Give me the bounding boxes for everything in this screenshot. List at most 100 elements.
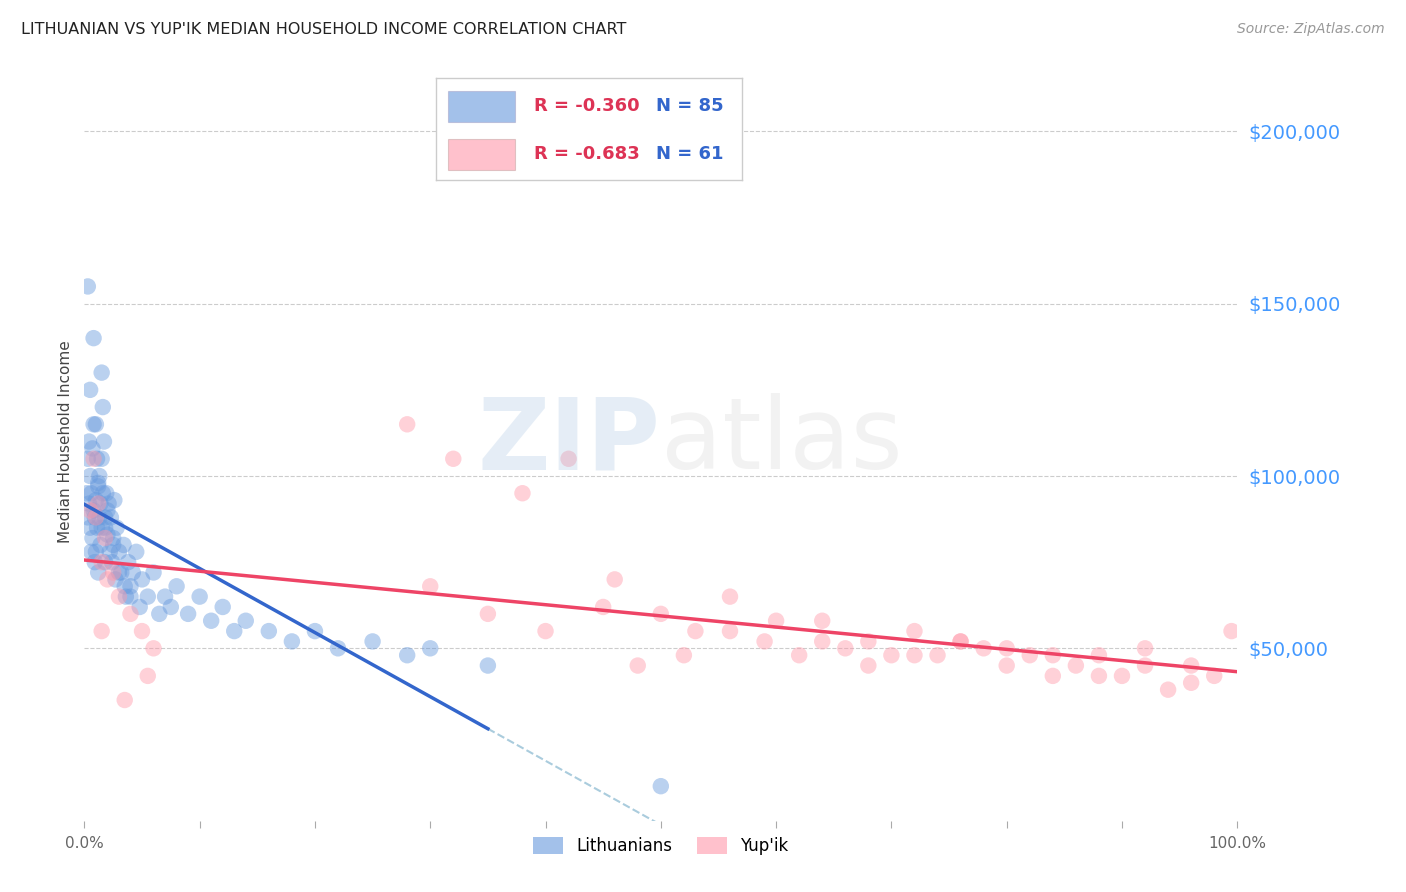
- Point: [477, 658, 499, 673]
- Point: [1018, 648, 1040, 663]
- Point: [83, 555, 105, 569]
- Point: [89, 510, 111, 524]
- Point: [79, 383, 101, 397]
- Text: atlas: atlas: [661, 393, 903, 490]
- Point: [131, 573, 153, 587]
- Point: [83, 331, 105, 345]
- Point: [235, 614, 257, 628]
- Point: [257, 624, 280, 639]
- Point: [96, 503, 118, 517]
- Point: [103, 531, 124, 545]
- Point: [903, 624, 925, 639]
- Point: [89, 538, 111, 552]
- Point: [1180, 658, 1202, 673]
- Point: [79, 503, 101, 517]
- Point: [120, 607, 142, 621]
- Point: [82, 442, 104, 456]
- Point: [76, 451, 98, 466]
- Point: [76, 510, 98, 524]
- Point: [1042, 669, 1064, 683]
- Point: [685, 624, 707, 639]
- Point: [200, 614, 222, 628]
- Point: [603, 573, 626, 587]
- Point: [949, 634, 972, 648]
- Point: [83, 510, 105, 524]
- Point: [120, 579, 142, 593]
- Point: [82, 531, 104, 545]
- Point: [86, 521, 108, 535]
- Point: [396, 417, 419, 432]
- Point: [79, 521, 101, 535]
- Point: [117, 555, 139, 569]
- Point: [441, 451, 464, 466]
- Point: [995, 641, 1018, 656]
- Point: [76, 279, 98, 293]
- Point: [419, 579, 441, 593]
- Point: [98, 545, 121, 559]
- Point: [557, 451, 579, 466]
- Point: [927, 648, 949, 663]
- Point: [136, 590, 159, 604]
- Point: [104, 573, 127, 587]
- Point: [211, 599, 233, 614]
- Point: [477, 607, 499, 621]
- Point: [880, 648, 903, 663]
- Point: [97, 497, 120, 511]
- Text: LITHUANIAN VS YUP'IK MEDIAN HOUSEHOLD INCOME CORRELATION CHART: LITHUANIAN VS YUP'IK MEDIAN HOUSEHOLD IN…: [21, 22, 627, 37]
- Point: [84, 510, 107, 524]
- Point: [166, 579, 188, 593]
- Point: [89, 469, 111, 483]
- Point: [90, 555, 112, 569]
- Point: [650, 779, 672, 793]
- Point: [103, 538, 124, 552]
- Point: [765, 614, 787, 628]
- Point: [83, 503, 105, 517]
- Point: [304, 624, 326, 639]
- Point: [1088, 648, 1111, 663]
- Point: [718, 590, 741, 604]
- Point: [96, 486, 118, 500]
- Point: [188, 590, 211, 604]
- Point: [858, 658, 880, 673]
- Point: [79, 469, 101, 483]
- Point: [90, 521, 112, 535]
- Point: [125, 545, 148, 559]
- Point: [177, 607, 200, 621]
- Point: [105, 521, 128, 535]
- Point: [84, 545, 107, 559]
- Point: [142, 641, 165, 656]
- Point: [672, 648, 695, 663]
- Point: [83, 417, 105, 432]
- Point: [361, 634, 384, 648]
- Point: [87, 475, 110, 490]
- Point: [103, 493, 125, 508]
- Point: [1204, 669, 1226, 683]
- Point: [90, 624, 112, 639]
- Point: [101, 555, 124, 569]
- Point: [396, 648, 419, 663]
- Point: [121, 566, 143, 580]
- Point: [326, 641, 349, 656]
- Point: [94, 521, 117, 535]
- Point: [90, 451, 112, 466]
- Point: [142, 566, 165, 580]
- Point: [89, 497, 111, 511]
- Point: [86, 451, 108, 466]
- Point: [419, 641, 441, 656]
- Point: [77, 434, 100, 449]
- Point: [1088, 669, 1111, 683]
- Point: [754, 634, 776, 648]
- Point: [592, 599, 614, 614]
- Point: [1042, 648, 1064, 663]
- Point: [90, 366, 112, 380]
- Point: [115, 590, 138, 604]
- Point: [120, 590, 142, 604]
- Point: [94, 531, 117, 545]
- Point: [77, 497, 100, 511]
- Point: [94, 510, 117, 524]
- Point: [627, 658, 650, 673]
- Point: [114, 693, 136, 707]
- Point: [858, 634, 880, 648]
- Point: [87, 497, 110, 511]
- Point: [1111, 669, 1133, 683]
